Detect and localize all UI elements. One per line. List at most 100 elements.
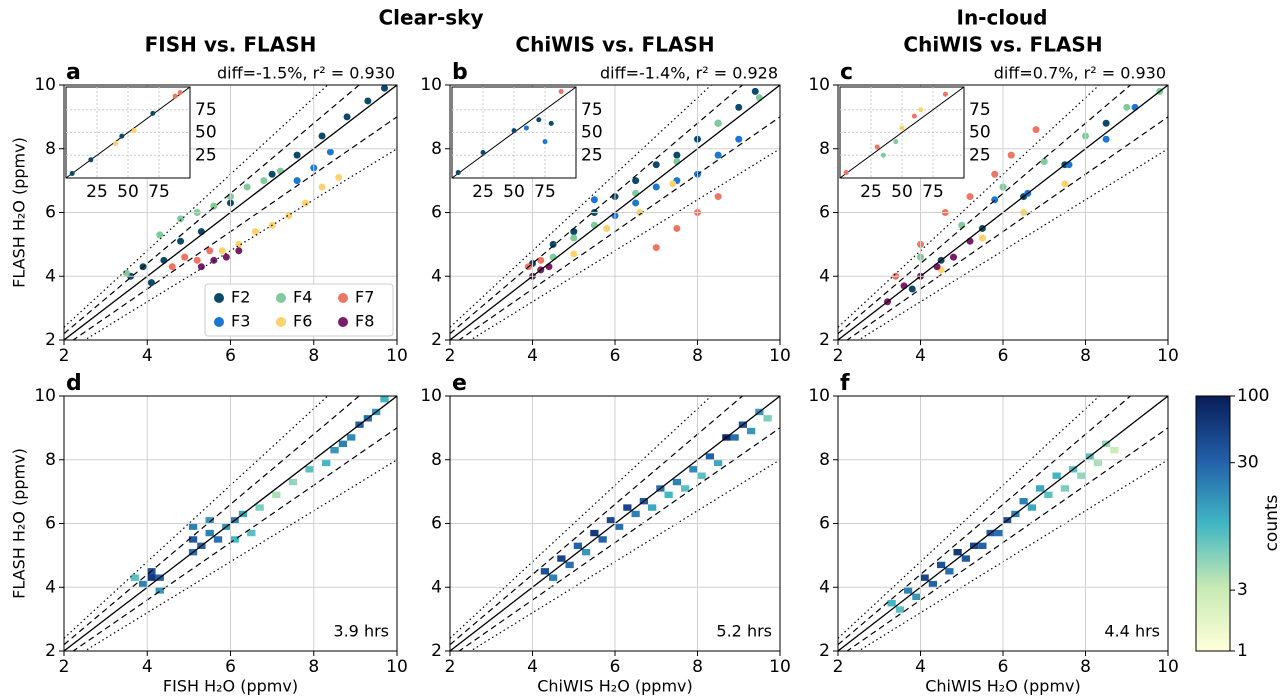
x-tick-label: 10 [769,657,791,677]
x-tick-label: 4 [142,346,153,366]
inset-point [131,128,137,134]
axes-frame [63,84,398,341]
inset-point [69,170,75,176]
heatmap-cell [598,536,607,543]
x-tick-label: 6 [610,657,621,677]
heatmap-cell [887,600,896,607]
scatter-point [590,196,598,204]
scatter-point [978,234,986,242]
scatter-point [652,183,660,191]
heatmap-cell [322,459,331,467]
scatter-point [222,253,230,261]
y-tick-label: 2 [431,641,442,661]
scatter-point [1040,158,1048,165]
inset-y-tick-label: 75 [581,100,603,120]
y-tick-label: 10 [808,386,830,406]
scatter-point [177,237,185,245]
x-tick-label: 8 [692,346,703,366]
x-axis-label: ChiWIS H₂O (ppmv) [537,677,693,696]
scatter-point [181,253,189,261]
scatter-point [177,215,185,223]
heatmap-cell [1077,472,1086,479]
legend-marker [214,293,224,303]
heatmap-cell [747,427,756,435]
colorbar-tick-label: 30 [1237,453,1259,473]
scatter-point [669,180,677,188]
scatter-point [235,247,243,255]
inset-y-tick-label: 75 [969,100,991,120]
heatmap-cell [672,478,681,486]
reference-line [64,396,361,646]
heatmap-cell [1093,459,1102,467]
heatmap-cell [147,574,156,581]
heatmap-cell [945,568,954,575]
scatter-point [364,97,372,105]
axes-frame [837,395,1169,652]
scatter-point [1102,119,1110,127]
scatter-point [549,240,557,248]
axes-frame [63,395,398,652]
heatmap-cell [1060,485,1069,492]
panel-title: ChiWIS vs. FLASH [515,33,714,57]
duration-annotation: 5.2 hrs [716,622,772,641]
inset-x-tick-label: 75 [148,182,170,202]
heatmap-cell [247,529,256,537]
heatmap-cell [557,555,566,562]
heatmap-cell [155,587,164,594]
scatter-point [751,87,759,95]
inset-x-tick-label: 50 [117,182,139,202]
scatter-point [268,170,276,178]
scatter-point [632,177,640,185]
scatter-point [197,263,205,271]
heatmap-cell [380,396,389,403]
scatter-point [218,247,226,255]
scatter-point [1061,180,1069,188]
inset-one-to-one [839,86,965,179]
heatmap-cell [920,574,929,581]
panel-label: a [66,60,81,85]
scatter-point [673,151,681,159]
heatmap-cell [255,504,264,511]
scatter-point [168,263,176,271]
scatter-point [381,85,389,92]
scatter-point [570,250,578,258]
y-tick-label: 4 [45,266,56,286]
stat-annotation: diff=-1.5%, r² = 0.930 [217,64,395,83]
reference-line [64,85,361,335]
scatter-point [966,193,974,201]
heatmap-cell [937,561,946,569]
inset-y-tick-label: 25 [581,145,603,165]
panel-title: ChiWIS vs. FLASH [903,33,1102,57]
heatmap-cell [188,536,198,543]
heatmap-cell [138,580,148,588]
heatmap-cell [565,561,574,569]
y-tick-label: 10 [420,75,442,95]
y-axis-label: FLASH H₂O (ppmv) [10,448,29,599]
axes-frame [449,395,781,652]
y-tick-label: 8 [431,139,442,159]
reference-line [838,85,1132,335]
legend-marker [338,317,348,327]
heatmap-cell [1110,447,1119,454]
y-tick-label: 8 [819,450,830,470]
heatmap-cell [606,517,615,524]
legend-marker [214,317,224,327]
x-tick-label: 6 [610,346,621,366]
y-tick-label: 8 [819,139,830,159]
heatmap-cell [895,606,904,613]
scatter-point [301,199,309,207]
heatmap-cell [590,529,599,537]
x-tick-label: 10 [1157,346,1179,366]
inset-y-tick-label: 75 [195,100,217,120]
scatter-point [335,173,343,181]
inset-point [558,89,564,95]
x-tick-label: 6 [998,346,1009,366]
scatter-point [632,199,640,207]
heatmap-cell [730,434,739,441]
heatmap-cell [549,574,558,581]
heatmap-cell [540,568,549,575]
inset-point [523,125,529,131]
y-tick-label: 2 [819,641,830,661]
x-tick-label: 8 [308,657,319,677]
